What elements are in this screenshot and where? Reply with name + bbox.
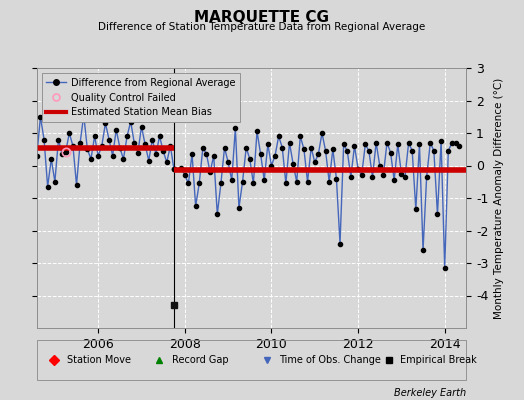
- Text: Empirical Break: Empirical Break: [400, 355, 476, 365]
- Text: Record Gap: Record Gap: [172, 355, 228, 365]
- Text: Time of Obs. Change: Time of Obs. Change: [279, 355, 381, 365]
- Legend: Difference from Regional Average, Quality Control Failed, Estimated Station Mean: Difference from Regional Average, Qualit…: [41, 73, 240, 122]
- Text: MARQUETTE CG: MARQUETTE CG: [194, 10, 330, 25]
- Text: Station Move: Station Move: [67, 355, 131, 365]
- Y-axis label: Monthly Temperature Anomaly Difference (°C): Monthly Temperature Anomaly Difference (…: [494, 77, 504, 319]
- Text: Berkeley Earth: Berkeley Earth: [394, 388, 466, 398]
- Text: Difference of Station Temperature Data from Regional Average: Difference of Station Temperature Data f…: [99, 22, 425, 32]
